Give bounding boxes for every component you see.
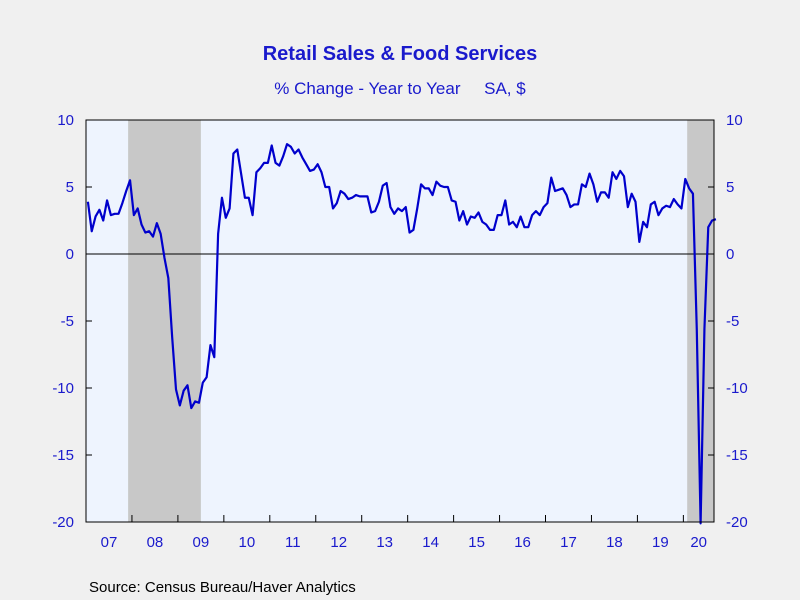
x-tick-label: 18 [606, 534, 623, 551]
y-tick-label-right: 5 [726, 179, 734, 196]
x-axis-labels: 07 08 09 10 11 12 13 14 15 16 17 18 19 20 [101, 534, 707, 551]
y-tick-label-left: -10 [52, 380, 74, 397]
x-tick-label: 19 [652, 534, 669, 551]
plot-area [85, 119, 717, 525]
x-tick-label: 07 [101, 534, 118, 551]
y-tick-label-right: 10 [726, 112, 743, 129]
x-tick-label: 14 [422, 534, 439, 551]
y-axis-right-labels: 10 5 0 -5 -10 -15 -20 [726, 112, 748, 531]
source-note: Source: Census Bureau/Haver Analytics [89, 579, 356, 596]
y-tick-label-right: -5 [726, 313, 739, 330]
y-tick-label-right: -15 [726, 447, 748, 464]
y-tick-label-left: -5 [61, 313, 74, 330]
y-tick-label-left: 5 [66, 179, 74, 196]
y-axis-left-labels: 10 5 0 -5 -10 -15 -20 [52, 112, 74, 531]
chart-title: Retail Sales & Food Services [263, 43, 538, 65]
x-tick-label: 11 [285, 534, 301, 551]
y-tick-label-left: 0 [66, 246, 74, 263]
y-tick-label-left: -15 [52, 447, 74, 464]
x-tick-label: 08 [147, 534, 164, 551]
x-tick-label: 13 [376, 534, 393, 551]
x-tick-label: 10 [238, 534, 255, 551]
x-tick-label: 17 [560, 534, 577, 551]
x-tick-label: 15 [468, 534, 485, 551]
x-tick-label: 20 [690, 534, 707, 551]
x-tick-label: 09 [193, 534, 210, 551]
y-tick-label-left: -20 [52, 514, 74, 531]
chart-subtitle: % Change - Year to Year SA, $ [274, 79, 526, 98]
x-tick-label: 16 [514, 534, 531, 551]
x-tick-label: 12 [330, 534, 347, 551]
recession-band-1 [128, 120, 201, 522]
y-tick-label-right: -20 [726, 514, 748, 531]
y-tick-label-right: 0 [726, 246, 734, 263]
y-tick-label-right: -10 [726, 380, 748, 397]
series-line-retail-sales [86, 143, 717, 525]
y-tick-label-left: 10 [57, 112, 74, 129]
axis-ticks [86, 119, 714, 523]
